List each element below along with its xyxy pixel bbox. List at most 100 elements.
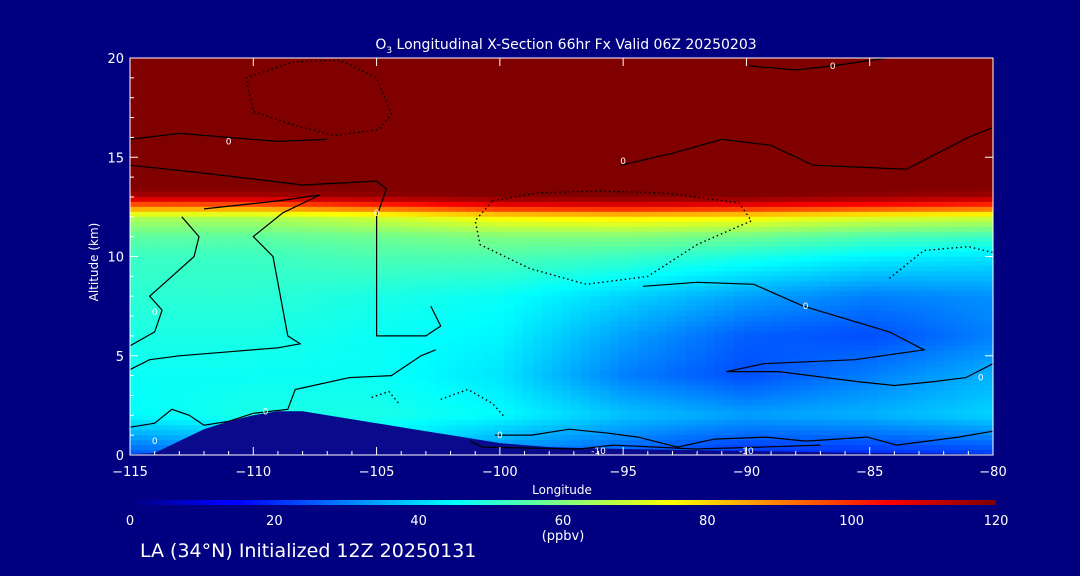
heatmap-cell — [523, 177, 534, 183]
heatmap-cell — [695, 157, 706, 163]
heatmap-cell — [379, 226, 390, 233]
heatmap-cell — [216, 266, 227, 272]
heatmap-cell — [427, 221, 438, 228]
heatmap-cell — [609, 127, 620, 134]
heatmap-cell — [877, 256, 889, 263]
heatmap-cell — [791, 67, 802, 74]
heatmap-cell — [197, 261, 208, 268]
heatmap-cell — [417, 325, 428, 332]
heatmap-cell — [302, 117, 313, 124]
heatmap-cell — [666, 241, 678, 248]
heatmap-cell — [973, 211, 985, 218]
heatmap-cell — [916, 301, 927, 307]
heatmap-cell — [235, 72, 246, 79]
heatmap-cell — [446, 191, 457, 198]
heatmap-cell — [897, 142, 908, 148]
heatmap-cell — [235, 221, 246, 228]
heatmap-cell — [734, 316, 745, 322]
heatmap-cell — [724, 251, 735, 258]
heatmap-cell — [945, 321, 956, 327]
heatmap-cell — [925, 172, 937, 178]
heatmap-cell — [647, 306, 658, 312]
heatmap-cell — [475, 152, 486, 158]
heatmap-cell — [714, 311, 726, 317]
heatmap-cell — [312, 266, 323, 272]
heatmap-cell — [734, 325, 745, 332]
heatmap-cell — [503, 201, 515, 208]
heatmap-cell — [456, 137, 467, 143]
heatmap-cell — [312, 112, 323, 119]
heatmap-cell — [743, 291, 754, 297]
heatmap-cell — [945, 316, 956, 322]
heatmap-cell — [379, 177, 390, 183]
heatmap-cell — [197, 87, 208, 94]
heatmap-cell — [340, 77, 352, 84]
heatmap-cell — [427, 231, 438, 238]
heatmap-cell — [877, 321, 889, 327]
heatmap-cell — [206, 67, 217, 74]
heatmap-cell — [245, 256, 256, 263]
heatmap-cell — [772, 157, 783, 163]
heatmap-cell — [139, 330, 150, 337]
heatmap-cell — [609, 216, 620, 223]
heatmap-cell — [158, 107, 169, 114]
heatmap-cell — [657, 167, 668, 173]
heatmap-cell — [293, 67, 304, 74]
heatmap-cell — [283, 330, 294, 337]
heatmap-cell — [590, 122, 601, 129]
heatmap-cell — [714, 72, 726, 79]
heatmap-cell — [647, 325, 658, 332]
heatmap-cell — [561, 162, 572, 168]
heatmap-cell — [561, 182, 572, 188]
heatmap-cell — [427, 296, 438, 302]
heatmap-cell — [580, 187, 591, 193]
heatmap-cell — [897, 177, 908, 183]
heatmap-cell — [868, 177, 879, 183]
heatmap-cell — [388, 117, 400, 124]
heatmap-cell — [388, 58, 400, 64]
heatmap-cell — [724, 211, 735, 218]
heatmap-cell — [331, 172, 342, 178]
heatmap-cell — [388, 182, 400, 188]
heatmap-cell — [676, 291, 687, 297]
heatmap-cell — [484, 177, 495, 183]
heatmap-cell — [657, 157, 668, 163]
heatmap-cell — [532, 216, 543, 223]
heatmap-cell — [149, 97, 160, 104]
heatmap-cell — [177, 112, 189, 119]
heatmap-cell — [916, 226, 927, 233]
heatmap-cell — [686, 132, 697, 138]
heatmap-cell — [849, 122, 860, 129]
heatmap-cell — [206, 251, 217, 258]
heatmap-cell — [197, 206, 208, 213]
heatmap-cell — [302, 142, 313, 148]
heatmap-cell — [216, 167, 227, 173]
heatmap-cell — [139, 112, 150, 119]
heatmap-cell — [666, 182, 678, 188]
heatmap-cell — [743, 127, 754, 134]
heatmap-cell — [916, 77, 927, 84]
heatmap-cell — [657, 82, 668, 89]
heatmap-cell — [647, 191, 658, 198]
heatmap-cell — [225, 182, 237, 188]
heatmap-cell — [398, 177, 409, 183]
heatmap-cell — [925, 162, 937, 168]
heatmap-cell — [551, 330, 563, 337]
heatmap-cell — [369, 97, 380, 104]
heatmap-cell — [321, 281, 332, 287]
heatmap-cell — [427, 261, 438, 268]
heatmap-cell — [523, 286, 534, 292]
heatmap-cell — [139, 142, 150, 148]
heatmap-cell — [686, 122, 697, 129]
heatmap-cell — [273, 107, 285, 114]
heatmap-cell — [523, 142, 534, 148]
heatmap-cell — [398, 256, 409, 263]
heatmap-cell — [158, 102, 169, 109]
heatmap-cell — [302, 77, 313, 84]
heatmap-cell — [571, 127, 582, 134]
heatmap-cell — [168, 142, 179, 148]
heatmap-cell — [235, 266, 246, 272]
heatmap-cell — [350, 92, 361, 99]
heatmap-cell — [571, 196, 582, 203]
heatmap-cell — [465, 102, 476, 109]
